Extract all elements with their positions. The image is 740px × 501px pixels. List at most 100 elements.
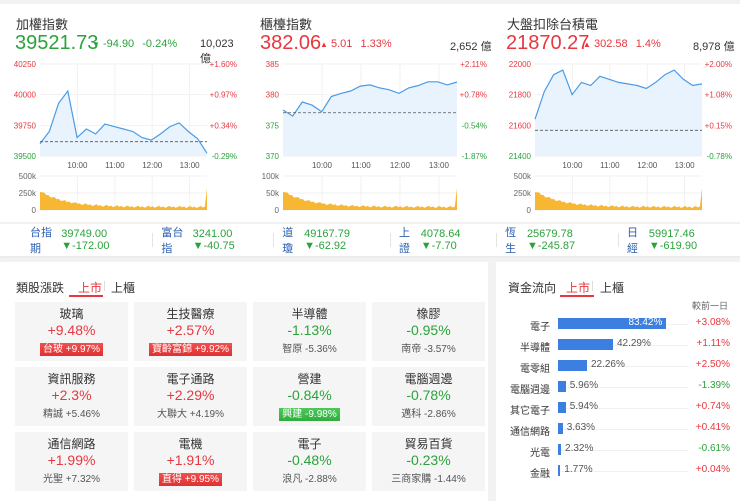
index-change: ▲ 302.58 1.4% <box>583 38 661 50</box>
sector-card[interactable]: 營建 -0.84% 興建 -9.98% <box>253 367 366 426</box>
sector-card[interactable]: 電子通路 +2.29% 大聯大 +4.19% <box>134 367 247 426</box>
top-stock-badge[interactable]: 大聯大 +4.19% <box>157 409 224 420</box>
top-stock-badge[interactable]: 精誠 +5.46% <box>43 409 100 420</box>
svg-text:39750: 39750 <box>14 121 37 130</box>
fund-flow-row[interactable]: 半導體 42.29% +1.11% <box>496 335 740 356</box>
sector-card[interactable]: 通信網路 +1.99% 光聖 +7.32% <box>15 432 128 491</box>
svg-text:+0.15%: +0.15% <box>705 121 732 130</box>
ticker-item[interactable]: 道瓊 49167.79 ▼-62.92 <box>274 227 391 255</box>
intraday-chart[interactable]: 40250 +1.60% 40000 +0.97% 39750 +0.34% 39500 -0… <box>0 56 245 216</box>
index-volume: 8,978 億 <box>693 41 735 53</box>
index-name: 大盤扣除台積電 <box>507 17 599 32</box>
svg-text:21600: 21600 <box>509 121 532 130</box>
top-stock-badge[interactable]: 南帝 -3.57% <box>401 344 456 355</box>
svg-text:+1.60%: +1.60% <box>210 60 237 69</box>
change-vs-previous-day: -0.61% <box>698 443 730 454</box>
sector-label: 電零組 <box>520 364 550 375</box>
change-vs-previous-day: +0.41% <box>695 422 730 433</box>
section-title: 類股漲跌 <box>16 281 65 295</box>
svg-text:100k: 100k <box>262 172 280 181</box>
share-percent: 42.29% <box>616 338 651 349</box>
global-ticker-bar: 台指期 39749.00 ▼-172.00 富台指 3241.00 ▼-40.75 … <box>0 224 740 256</box>
sector-card[interactable]: 電腦週邊 -0.78% 邁科 -2.86% <box>372 367 485 426</box>
intraday-chart[interactable]: 385 +2.11% 380 +0.78% 375 -0.54% 370 -1.87% 10:0… <box>250 56 495 216</box>
svg-text:250k: 250k <box>19 189 37 198</box>
svg-text:-0.78%: -0.78% <box>707 152 732 161</box>
svg-text:11:00: 11:00 <box>600 161 620 170</box>
fund-flow-row[interactable]: 其它電子 5.94% +0.74% <box>496 398 740 419</box>
fund-flow-row[interactable]: 通信網路 3.63% +0.41% <box>496 419 740 440</box>
svg-text:385: 385 <box>266 60 280 69</box>
svg-text:21400: 21400 <box>509 152 532 161</box>
top-stock-badge[interactable]: 興建 -9.98% <box>279 408 340 421</box>
sector-name: 通信網路 <box>47 437 96 451</box>
sector-card[interactable]: 電機 +1.91% 直得 +9.95% <box>134 432 247 491</box>
index-volume: 10,023 億 <box>200 38 234 65</box>
tab-otc[interactable]: 上櫃 <box>111 281 136 295</box>
ticker-item[interactable]: 上證 4078.64 ▼-7.70 <box>391 227 498 255</box>
sector-grid: 玻璃 +9.48% 台玻 +9.97% 生技醫療 +2.57% 寶齡富錦 +9.92% 半導… <box>15 302 485 491</box>
top-stock-badge[interactable]: 寶齡富錦 +9.92% <box>149 343 232 356</box>
tab-divider <box>104 281 105 291</box>
sector-card[interactable]: 橡膠 -0.95% 南帝 -3.57% <box>372 302 485 361</box>
sector-change-percent: +2.3% <box>51 387 92 403</box>
index-card-taiex[interactable]: 加權指數 39521.73 ▼ -94.90 -0.24% 10,023 億 4… <box>0 4 245 222</box>
bar-track <box>558 429 688 430</box>
svg-text:+1.08%: +1.08% <box>705 91 732 100</box>
top-stock-badge[interactable]: 光聖 +7.32% <box>43 474 100 485</box>
index-card-otc[interactable]: 櫃檯指數 382.06 ▲ 5.01 1.33% 2,652 億 385 +2.1… <box>250 4 495 222</box>
up-arrow-icon: ▲ <box>583 40 591 49</box>
active-tab-indicator <box>69 295 103 297</box>
svg-text:380: 380 <box>266 91 280 100</box>
sector-card[interactable]: 生技醫療 +2.57% 寶齡富錦 +9.92% <box>134 302 247 361</box>
sector-card[interactable]: 貿易百貨 -0.23% 三商家購 -1.44% <box>372 432 485 491</box>
sector-name: 營建 <box>297 372 322 386</box>
index-card-ex-tsmc[interactable]: 大盤扣除台積電 21870.27 ▲ 302.58 1.4% 8,978 億 2… <box>495 4 740 222</box>
svg-text:12:00: 12:00 <box>142 161 163 170</box>
tab-otc[interactable]: 上櫃 <box>600 281 625 295</box>
share-percent: 5.94% <box>569 401 599 412</box>
top-stock-badge[interactable]: 台玻 +9.97% <box>40 343 103 356</box>
top-stock-badge[interactable]: 邁科 -2.86% <box>401 409 456 420</box>
top-stock-badge[interactable]: 智原 -5.36% <box>282 344 337 355</box>
share-bar <box>558 423 563 434</box>
sector-card[interactable]: 資訊服務 +2.3% 精誠 +5.46% <box>15 367 128 426</box>
svg-text:+0.78%: +0.78% <box>460 91 487 100</box>
sector-label: 半導體 <box>520 343 550 354</box>
ticker-item[interactable]: 恆生 25679.78 ▼-245.87 <box>497 227 620 255</box>
sector-change-percent: +1.99% <box>47 452 96 468</box>
active-tab-indicator <box>560 295 594 297</box>
sector-card[interactable]: 電子 -0.48% 浪凡 -2.88% <box>253 432 366 491</box>
down-arrow-icon: ▼ <box>92 40 100 49</box>
sector-label: 金融 <box>530 469 550 480</box>
svg-text:-1.87%: -1.87% <box>462 152 487 161</box>
fund-flow-row[interactable]: 光電 2.32% -0.61% <box>496 440 740 461</box>
top-stock-badge[interactable]: 三商家購 -1.44% <box>391 474 466 485</box>
svg-text:13:00: 13:00 <box>429 161 450 170</box>
bar-track <box>558 471 688 472</box>
intraday-chart[interactable]: 22000 +2.00% 21800 +1.08% 21600 +0.15% 21400 -0… <box>495 56 740 216</box>
svg-text:0: 0 <box>527 206 532 215</box>
tab-listed[interactable]: 上市 <box>566 281 591 295</box>
top-stock-badge[interactable]: 直得 +9.95% <box>159 473 222 486</box>
fund-flow-row[interactable]: 金融 1.77% +0.04% <box>496 461 740 482</box>
sector-label: 其它電子 <box>510 406 550 417</box>
svg-text:-0.54%: -0.54% <box>462 121 487 130</box>
ticker-item[interactable]: 日經 59917.46 ▼-619.90 <box>627 227 698 255</box>
sector-name: 電子通路 <box>166 372 215 386</box>
top-stock-badge[interactable]: 浪凡 -2.88% <box>282 474 337 485</box>
sector-name: 玻璃 <box>59 307 84 321</box>
sector-card[interactable]: 玻璃 +9.48% 台玻 +9.97% <box>15 302 128 361</box>
sector-card[interactable]: 半導體 -1.13% 智原 -5.36% <box>253 302 366 361</box>
ticker-item[interactable]: 台指期 39749.00 ▼-172.00 <box>22 227 154 255</box>
share-bar <box>558 381 566 392</box>
ticker-item[interactable]: 富台指 3241.00 ▼-40.75 <box>153 227 275 255</box>
share-bar <box>558 465 561 476</box>
fund-flow-panel: 資金流向 上市 上櫃 較前一日 電子 83.42% +3.08% 半導體 42.29% +… <box>496 262 740 501</box>
fund-flow-row[interactable]: 電腦週邊 5.96% -1.39% <box>496 377 740 398</box>
fund-flow-row[interactable]: 電零組 22.26% +2.50% <box>496 356 740 377</box>
tab-listed[interactable]: 上市 <box>78 281 103 295</box>
index-volume: 2,652 億 <box>450 41 492 53</box>
fund-flow-row[interactable]: 電子 83.42% +3.08% <box>496 314 740 335</box>
share-percent: 3.63% <box>566 422 596 433</box>
